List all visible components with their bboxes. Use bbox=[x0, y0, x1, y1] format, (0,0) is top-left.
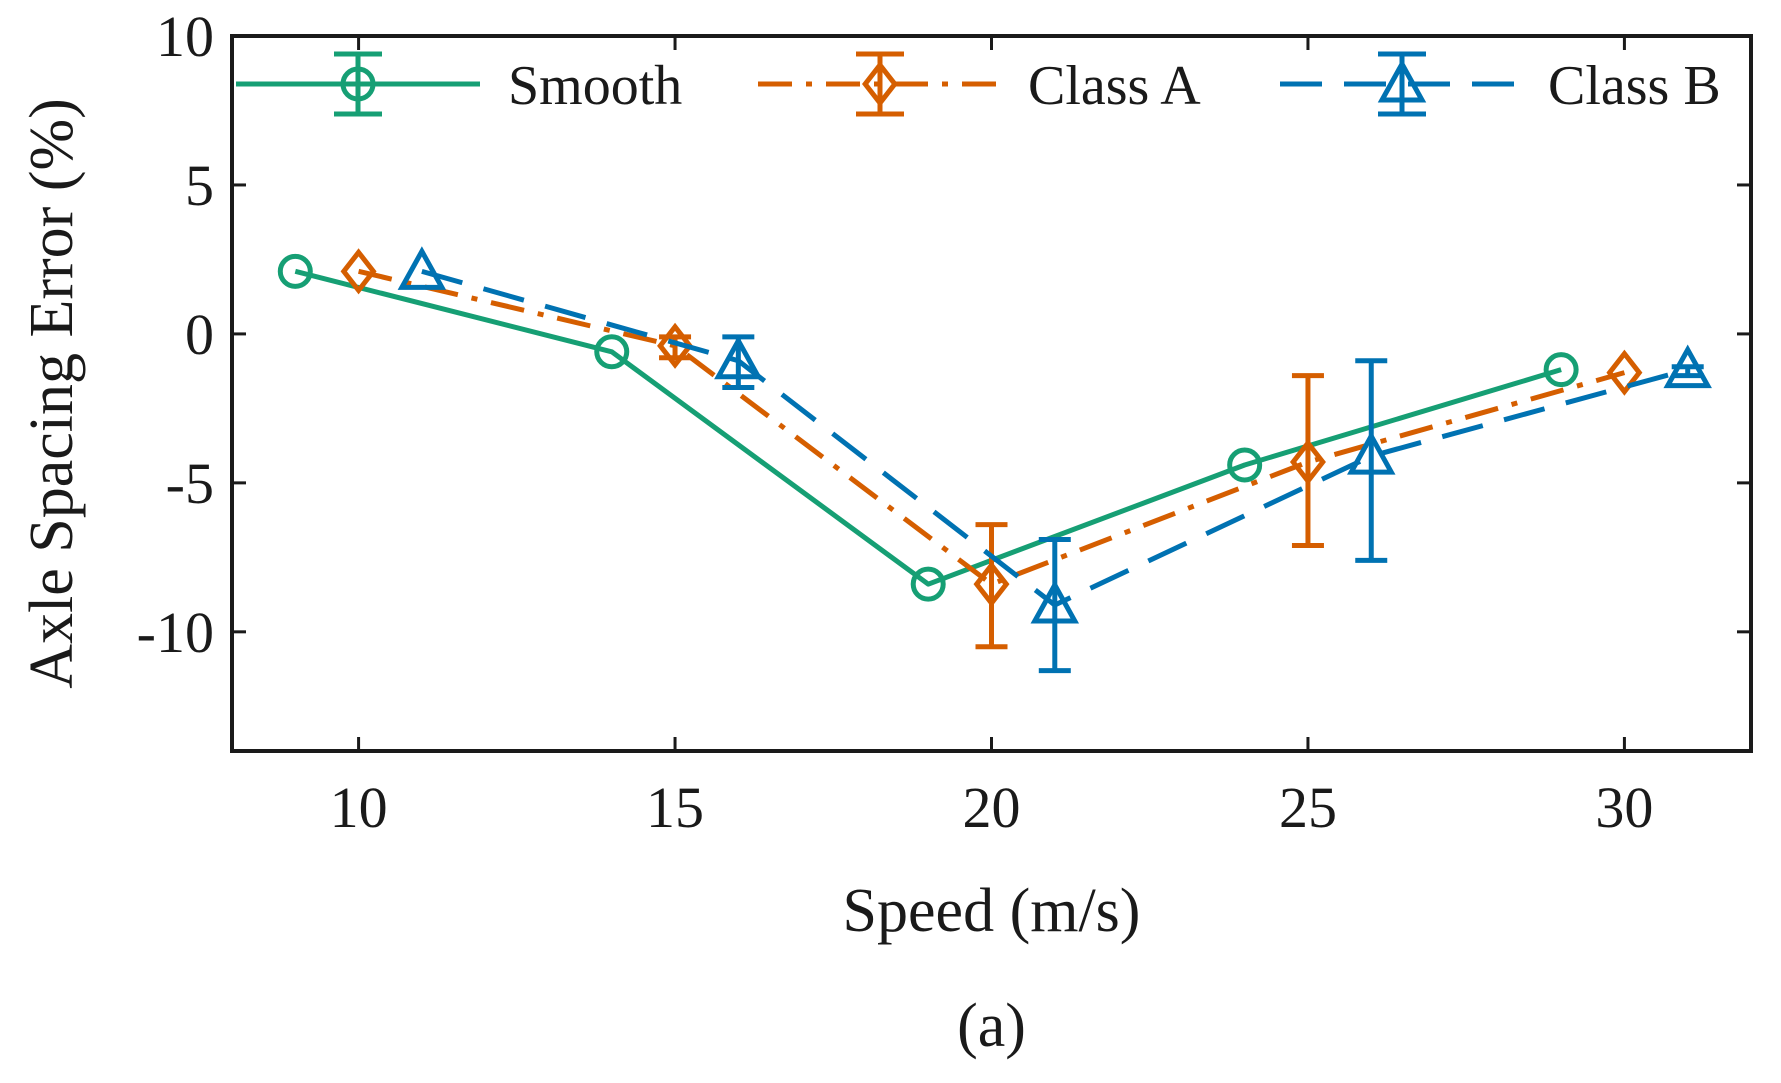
x-tick-label: 20 bbox=[963, 775, 1021, 840]
x-tick-label: 25 bbox=[1279, 775, 1337, 840]
data-point bbox=[1289, 438, 1326, 486]
legend-marker bbox=[1377, 58, 1427, 103]
legend: Smooth Class A Class B bbox=[236, 51, 1721, 117]
data-point bbox=[1606, 349, 1643, 396]
legend-marker bbox=[340, 66, 376, 102]
series-line bbox=[358, 268, 1626, 587]
x-tick-label: 10 bbox=[330, 775, 388, 840]
legend-entry-classA: Class A bbox=[758, 51, 1201, 117]
data-point bbox=[1227, 447, 1263, 483]
data-point bbox=[277, 253, 313, 289]
data-point bbox=[1663, 344, 1712, 389]
series-classB bbox=[397, 246, 1712, 674]
y-tick-label: 0 bbox=[185, 302, 214, 367]
legend-label: Class B bbox=[1548, 55, 1721, 117]
series-line bbox=[294, 268, 1562, 587]
y-tick-label: 5 bbox=[185, 153, 214, 218]
data-point bbox=[1030, 579, 1080, 624]
legend-entry-classB: Class B bbox=[1280, 51, 1721, 117]
data-point bbox=[657, 322, 694, 369]
data-point bbox=[594, 334, 630, 370]
series-smooth bbox=[277, 253, 1579, 602]
data-point bbox=[714, 335, 763, 380]
legend-label: Class A bbox=[1028, 55, 1201, 117]
legend-label: Smooth bbox=[508, 55, 682, 117]
data-point bbox=[910, 566, 946, 602]
x-axis-title: Speed (m/s) bbox=[843, 877, 1141, 945]
data-point bbox=[340, 248, 377, 295]
ticks-layer: 10 15 20 25 30 10 5 0 -5 -10 bbox=[137, 4, 1751, 840]
y-axis-title: Axle Spacing Error (%) bbox=[18, 98, 86, 689]
legend-entry-smooth: Smooth bbox=[236, 51, 682, 117]
x-tick-label: 15 bbox=[646, 775, 704, 840]
figure-caption: (a) bbox=[957, 992, 1026, 1060]
legend-marker bbox=[862, 60, 898, 108]
data-point bbox=[397, 246, 447, 290]
x-tick-label: 30 bbox=[1595, 775, 1653, 840]
data-point bbox=[1347, 430, 1396, 475]
series-layer bbox=[277, 246, 1712, 674]
y-tick-label: 10 bbox=[156, 4, 214, 69]
series-classA bbox=[340, 248, 1643, 650]
y-tick-label: -5 bbox=[166, 451, 214, 516]
y-tick-label: -10 bbox=[137, 600, 214, 665]
data-point bbox=[973, 561, 1010, 608]
data-point bbox=[1543, 352, 1579, 388]
